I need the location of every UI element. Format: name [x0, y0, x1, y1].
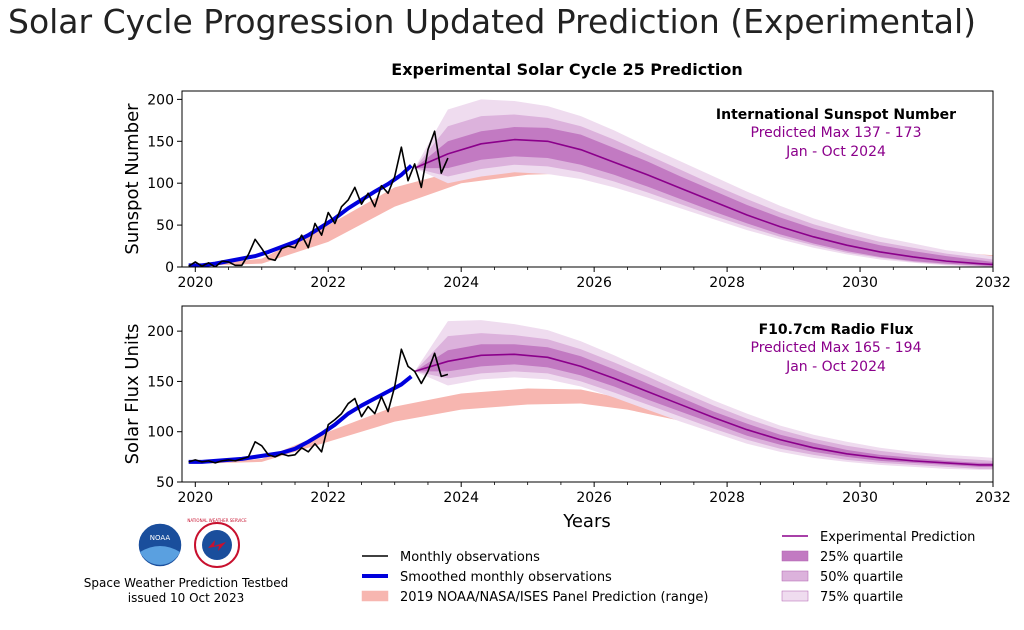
y-tick-label: 150	[147, 374, 174, 390]
x-axis-label: Years	[562, 511, 611, 532]
monthly-observations-line	[188, 348, 449, 464]
legend-label: 25% quartile	[820, 550, 903, 565]
plot-area	[188, 99, 993, 267]
legend-label: Experimental Prediction	[820, 530, 975, 545]
plot-area	[188, 320, 993, 470]
legend-key	[781, 550, 809, 562]
legend-key	[361, 590, 389, 602]
annotation-date-range: Jan - Oct 2024	[785, 359, 886, 375]
legend-prediction: Experimental Prediction 25% quartile 50% q…	[781, 530, 975, 605]
y-tick-label: 100	[147, 425, 174, 441]
footer-issued: issued 10 Oct 2023	[128, 591, 244, 605]
experimental-prediction-line	[414, 353, 993, 466]
legend-observations: Monthly observations Smoothed monthly obs…	[361, 550, 708, 605]
x-tick-label: 2026	[576, 490, 612, 506]
sunspot-panel: 2020 2022 2024 2026 2028 2030 2032 0 50 100 150 200…	[122, 90, 1011, 291]
footer-org: Space Weather Prediction Testbed	[84, 576, 288, 590]
y-tick-label: 0	[165, 260, 174, 276]
nws-logo-text: NATIONAL WEATHER SERVICE	[187, 518, 247, 523]
monthly-observations-line	[188, 130, 449, 267]
legend-label: Smoothed monthly observations	[400, 570, 612, 585]
annotation-title: International Sunspot Number	[716, 107, 956, 123]
radio-flux-panel: 2020 2022 2024 2026 2028 2030 2032 50 100 150 200S…	[122, 305, 1011, 506]
experimental-prediction-line	[414, 138, 993, 266]
y-axis-label: Solar Flux Units	[122, 324, 143, 465]
legend-label: 2019 NOAA/NASA/ISES Panel Prediction (ra…	[400, 590, 708, 605]
y-tick-label: 200	[147, 324, 174, 340]
y-tick-label: 200	[147, 92, 174, 108]
x-tick-label: 2026	[576, 275, 612, 291]
y-axis-label: Sunspot Number	[122, 103, 143, 255]
plot-frame	[181, 305, 994, 483]
legend-label: Monthly observations	[400, 550, 540, 565]
x-tick-label: 2028	[709, 275, 745, 291]
x-tick-label: 2020	[177, 490, 213, 506]
legend-label: 75% quartile	[820, 590, 903, 605]
x-tick-label: 2024	[443, 490, 479, 506]
nws-logo: NATIONAL WEATHER SERVICE	[187, 518, 247, 568]
legend-key	[781, 590, 809, 602]
y-tick-label: 50	[156, 218, 174, 234]
x-tick-label: 2022	[310, 275, 346, 291]
annotation-predicted-max: Predicted Max 165 - 194	[751, 340, 922, 356]
legend-key	[781, 570, 809, 582]
annotation-date-range: Jan - Oct 2024	[785, 144, 886, 160]
quartile-25-band	[414, 127, 993, 267]
x-tick-label: 2028	[709, 490, 745, 506]
x-tick-label: 2030	[842, 490, 878, 506]
x-tick-label: 2022	[310, 490, 346, 506]
x-tick-label: 2024	[443, 275, 479, 291]
y-tick-label: 50	[156, 475, 174, 491]
y-tick-label: 100	[147, 176, 174, 192]
annotation-predicted-max: Predicted Max 137 - 173	[751, 125, 922, 141]
x-tick-label: 2020	[177, 275, 213, 291]
x-tick-label: 2030	[842, 275, 878, 291]
noaa-logo-text: NOAA	[150, 534, 171, 542]
page-title: Solar Cycle Progression Updated Predicti…	[8, 2, 977, 41]
noaa-logo: NOAA	[137, 522, 183, 568]
plot-frame	[181, 90, 994, 268]
legend-label: 50% quartile	[820, 570, 903, 585]
y-tick-label: 150	[147, 134, 174, 150]
annotation-title: F10.7cm Radio Flux	[759, 322, 914, 338]
x-tick-label: 2032	[975, 490, 1011, 506]
x-tick-label: 2032	[975, 275, 1011, 291]
chart-suptitle: Experimental Solar Cycle 25 Prediction	[391, 60, 742, 79]
